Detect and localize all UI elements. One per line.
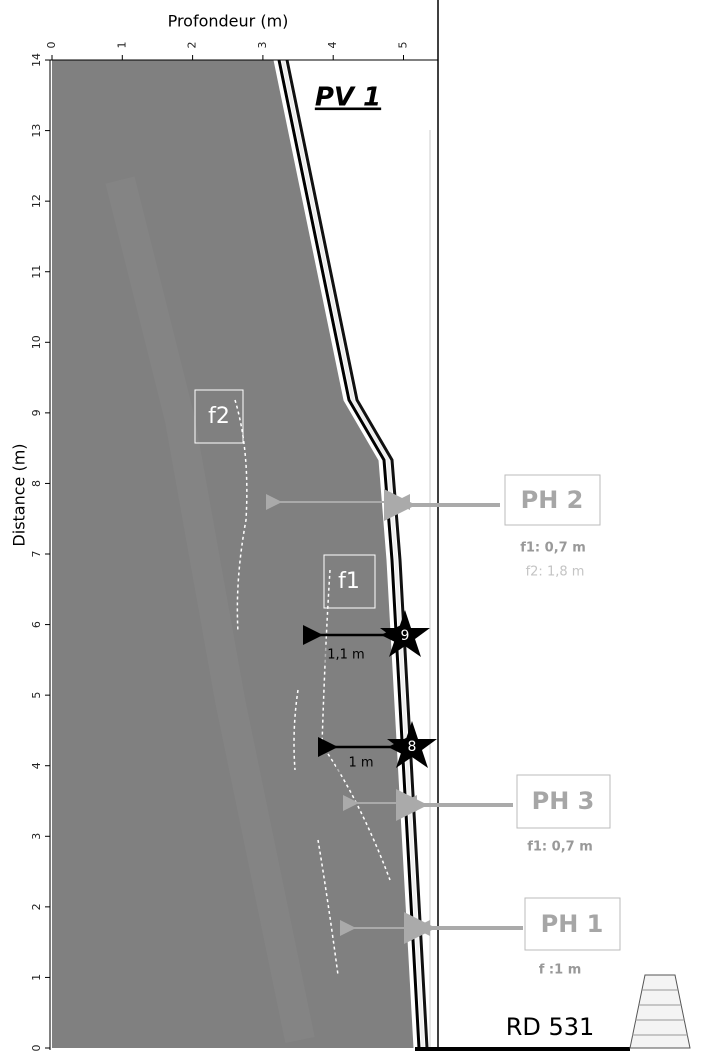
arrows	[266, 489, 523, 944]
y-tick-label: 2	[30, 903, 43, 910]
pit-note: f2: 1,8 m	[526, 565, 585, 580]
measure: 1 m	[348, 756, 373, 771]
x-axis-label: Profondeur (m)	[168, 12, 289, 31]
y-axis-label: Distance (m)	[10, 443, 29, 546]
y-tick-label: 7	[30, 551, 43, 558]
y-tick-label: 9	[30, 409, 43, 416]
y-tick-label: 0	[30, 1045, 43, 1052]
star-label: 8	[408, 739, 417, 755]
title: PV 1	[315, 83, 381, 113]
pit-note: f1: 0,7 m	[520, 541, 586, 556]
y-tick-label: 11	[30, 265, 43, 279]
x-tick-label: 0	[45, 42, 58, 49]
radargram	[49, 0, 630, 1051]
feature-label: f1	[338, 569, 360, 594]
feature-box	[194, 389, 244, 444]
feature-box	[323, 554, 376, 609]
y-tick-label: 6	[30, 621, 43, 628]
pit-note: f1: 0,7 m	[527, 840, 593, 855]
y-tick-label: 8	[30, 480, 43, 487]
y-tick-label: 13	[30, 124, 43, 138]
y-tick-label: 5	[30, 692, 43, 699]
x-tick-label: 3	[256, 42, 269, 49]
star-label: 9	[401, 628, 410, 644]
y-tick-label: 3	[30, 833, 43, 840]
wall-icon	[629, 974, 691, 1049]
x-tick-label: 4	[326, 42, 339, 49]
pit-box	[504, 474, 601, 526]
x-ticks: 0 1 2 3 4 5	[45, 42, 410, 60]
pit-box	[524, 897, 621, 951]
y-tick-label: 4	[30, 762, 43, 769]
pit-label: PH 2	[521, 486, 584, 514]
y-tick-label: 10	[30, 335, 43, 349]
y-tick-label: 12	[30, 194, 43, 208]
pit-box	[516, 774, 611, 829]
pit-label: PH 3	[532, 787, 595, 815]
measure: 1,1 m	[327, 648, 364, 663]
feature-label: f2	[208, 404, 230, 429]
y-tick-label: 1	[30, 974, 43, 981]
x-tick-label: 1	[115, 42, 128, 49]
road-label: RD 531	[506, 1013, 595, 1041]
y-tick-label: 14	[30, 53, 43, 67]
x-tick-label: 2	[186, 42, 199, 49]
x-tick-label: 5	[397, 42, 410, 49]
pit-label: PH 1	[541, 910, 604, 938]
pit-note: f :1 m	[539, 963, 582, 978]
